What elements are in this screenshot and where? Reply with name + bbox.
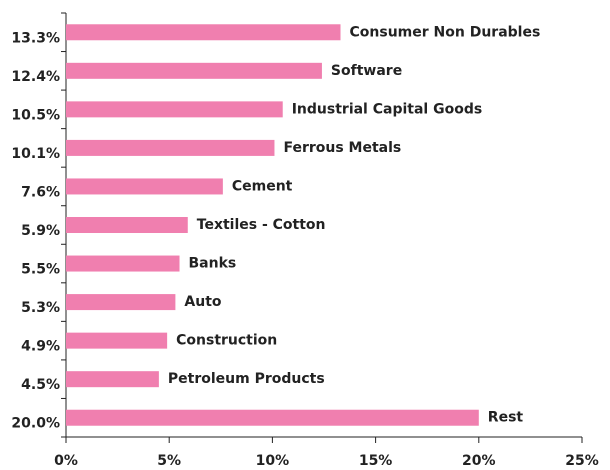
value-label: 20.0% bbox=[11, 416, 60, 432]
bar bbox=[66, 332, 168, 349]
x-tick-label: 10% bbox=[256, 453, 290, 469]
bar bbox=[66, 101, 283, 118]
bar bbox=[66, 24, 341, 41]
category-label: Banks bbox=[189, 256, 237, 272]
category-label: Cement bbox=[232, 178, 293, 194]
category-label: Construction bbox=[176, 333, 277, 349]
bar bbox=[66, 371, 159, 388]
x-tick-label: 20% bbox=[462, 453, 496, 469]
value-label: 12.4% bbox=[11, 69, 60, 85]
bar bbox=[66, 62, 322, 79]
x-tick-label: 25% bbox=[565, 453, 599, 469]
value-label: 10.1% bbox=[11, 146, 60, 162]
category-label: Auto bbox=[184, 294, 221, 310]
bar bbox=[66, 294, 176, 311]
category-label: Industrial Capital Goods bbox=[292, 101, 482, 117]
value-label: 5.9% bbox=[21, 223, 60, 239]
bar bbox=[66, 217, 188, 233]
bar bbox=[66, 178, 223, 195]
value-label: 5.3% bbox=[21, 300, 60, 316]
bar bbox=[66, 409, 479, 426]
category-label: Ferrous Metals bbox=[283, 140, 401, 156]
x-tick-label: 5% bbox=[157, 453, 181, 469]
category-label: Rest bbox=[488, 410, 524, 426]
value-label: 13.3% bbox=[11, 30, 60, 46]
value-label: 4.5% bbox=[21, 377, 60, 393]
value-label: 10.5% bbox=[11, 107, 60, 123]
value-label: 5.5% bbox=[21, 262, 60, 278]
category-label: Petroleum Products bbox=[168, 371, 325, 387]
value-label: 7.6% bbox=[21, 184, 60, 200]
value-label: 4.9% bbox=[21, 339, 60, 355]
category-label: Consumer Non Durables bbox=[350, 24, 541, 40]
category-label: Software bbox=[331, 63, 402, 79]
x-tick-label: 0% bbox=[54, 453, 78, 469]
bar bbox=[66, 139, 275, 156]
bar bbox=[66, 255, 180, 272]
x-tick-label: 15% bbox=[359, 453, 393, 469]
category-label: Textiles - Cotton bbox=[197, 217, 326, 233]
